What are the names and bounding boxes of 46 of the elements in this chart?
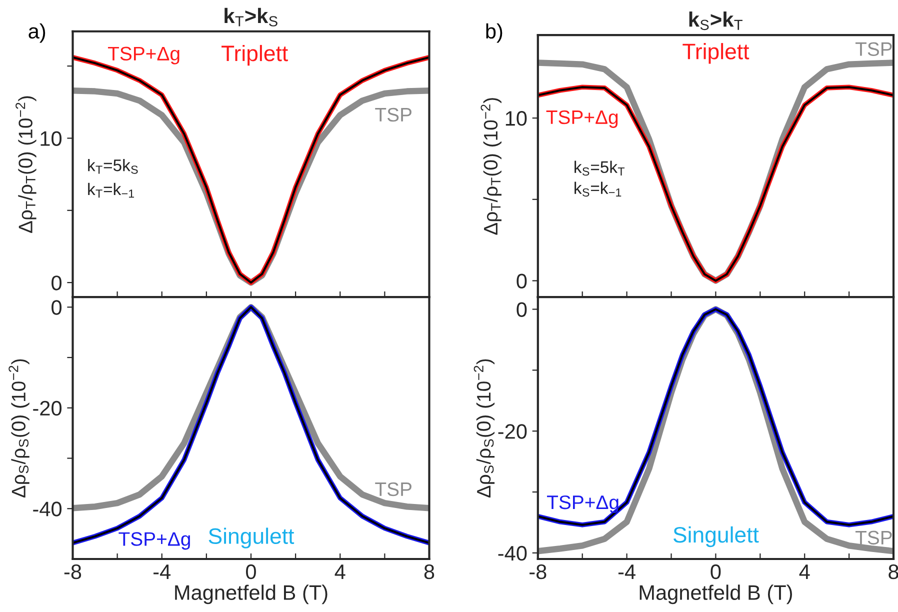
y-tick-label: -20 xyxy=(498,424,527,439)
y-tick-label: 10 xyxy=(40,131,62,146)
y-axis-title: Δρ$_{S}$/ρ$_{S}$(0) (10$^{−2}$) xyxy=(8,359,30,498)
series-label: TSP xyxy=(855,530,892,545)
y-tick-label: -40 xyxy=(498,546,527,561)
x-tick-label: -8 xyxy=(530,564,546,580)
y-axis-title: Δρ$_{T}$/ρ$_{T}$(0) (10$^{−2}$) xyxy=(480,98,502,235)
y-axis-title: Δρ$_{T}$/ρ$_{T}$(0) (10$^{−2}$) xyxy=(16,96,36,233)
x-tick-label: 4 xyxy=(799,564,810,579)
y-tick-label: 0 xyxy=(516,302,527,317)
series-label: TSP+Δg xyxy=(547,495,618,514)
x-tick-label: 0 xyxy=(246,564,256,580)
series-label: TSP+Δg xyxy=(118,532,190,550)
annotation: Triplett xyxy=(682,43,750,64)
y-tick-label: -40 xyxy=(33,502,62,516)
y-tick-label: 0 xyxy=(52,276,62,290)
x-tick-label: -4 xyxy=(154,564,171,579)
y-tick-label: 0 xyxy=(516,274,527,288)
annotation: k$_{S}$=5k$_{T}$ xyxy=(574,160,625,176)
x-axis-title: Magnetfeld B (T) xyxy=(175,584,328,604)
annotation: k$_{T}$=k$_{−1}$ xyxy=(88,182,134,198)
annotation: k$_{S}$=k$_{−1}$ xyxy=(574,182,622,197)
x-tick-label: 8 xyxy=(424,564,434,580)
annotation: Triplett xyxy=(222,44,288,66)
x-tick-label: 4 xyxy=(334,564,346,579)
chart-title: k$_{S}$>k$_{T}$ xyxy=(689,12,742,30)
series-label: TSP xyxy=(375,108,412,122)
series-label: TSP xyxy=(375,482,412,496)
x-tick-label: 8 xyxy=(888,564,898,580)
x-tick-label: 0 xyxy=(710,564,721,580)
y-tick-label: 10 xyxy=(506,111,527,126)
x-tick-label: -8 xyxy=(64,564,82,580)
annotation: k$_{T}$=5k$_{S}$ xyxy=(88,159,138,174)
text: a) xyxy=(28,23,46,43)
series-label: TSP+Δg xyxy=(546,110,618,128)
y-tick-label: -20 xyxy=(33,400,62,416)
series-label: TSP xyxy=(855,42,892,56)
annotation: Singulett xyxy=(673,526,759,548)
annotation: Singulett xyxy=(208,528,294,548)
chart-title: k$_{T}$>k$_{S}$ xyxy=(224,8,278,26)
series-label: TSP+Δg xyxy=(108,46,180,64)
x-tick-label: -4 xyxy=(618,564,636,579)
text: b) xyxy=(486,23,502,43)
y-tick-label: 0 xyxy=(52,300,62,315)
x-axis-title: Magnetfeld B (T) xyxy=(640,584,792,604)
y-axis-title: Δρ$_{S}$/ρ$_{S}$(0) (10$^{−2}$) xyxy=(474,359,495,498)
